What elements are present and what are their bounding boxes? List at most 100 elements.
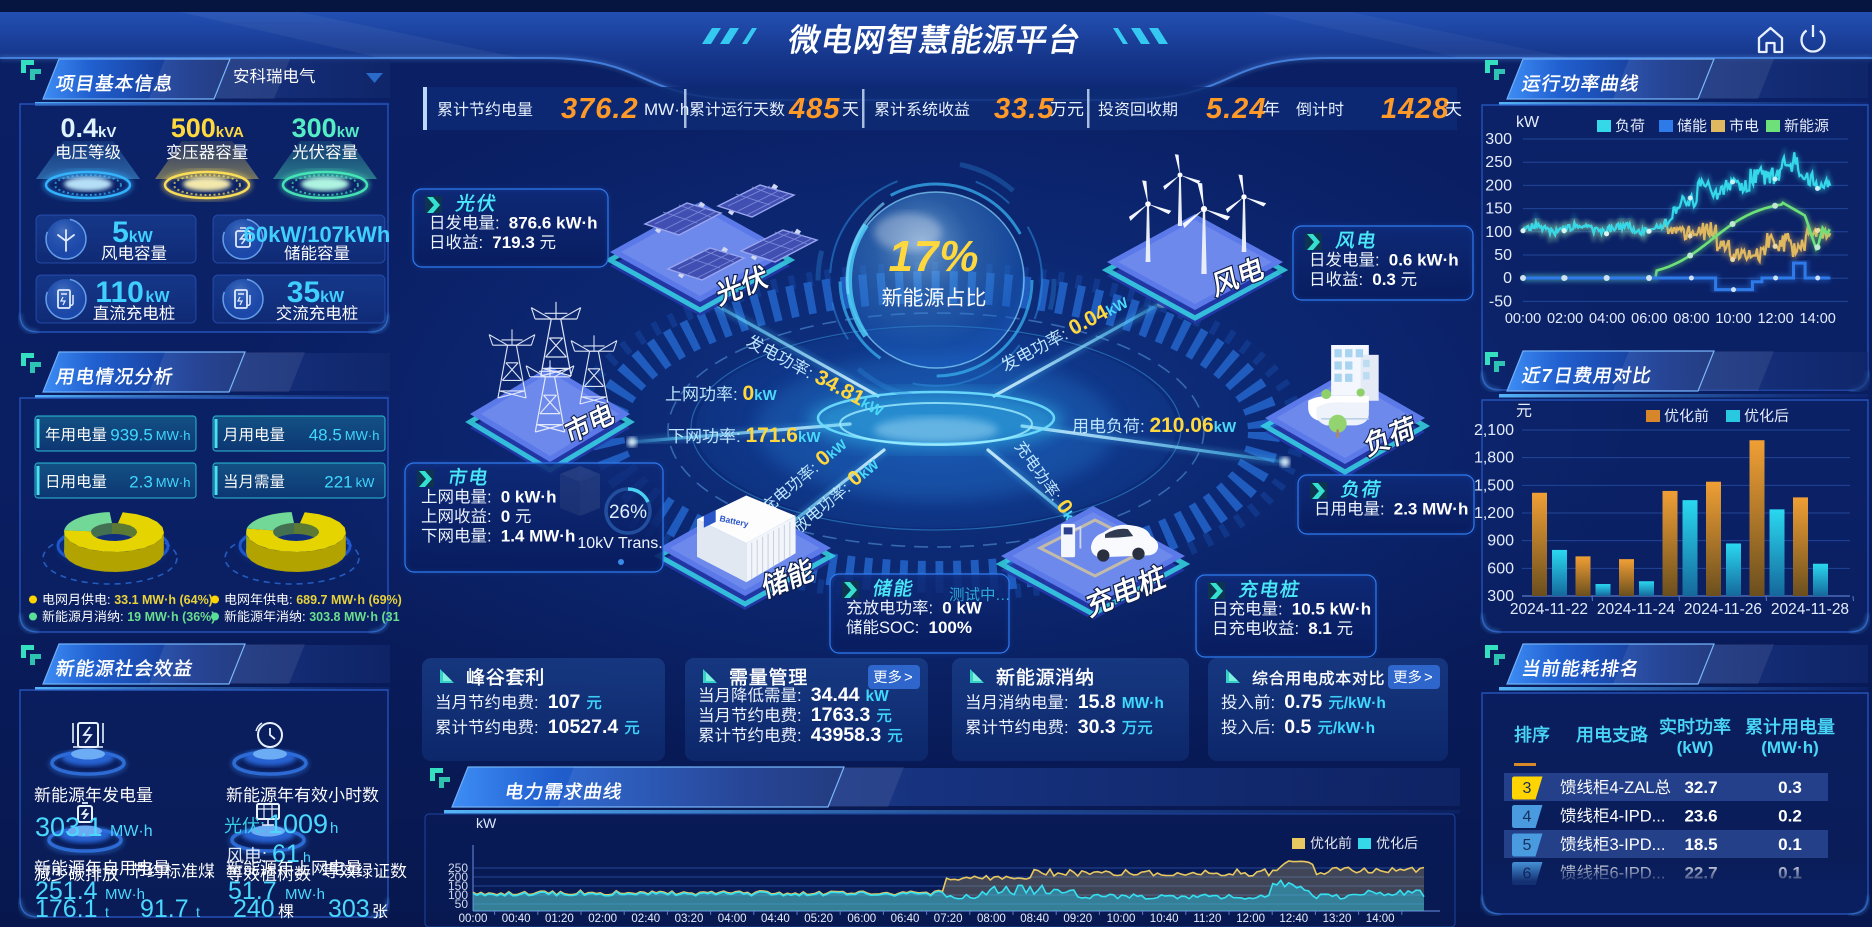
svg-text:13:20: 13:20	[1323, 913, 1352, 925]
svg-text:t: t	[105, 904, 109, 920]
svg-text:MW·h: MW·h	[285, 886, 325, 903]
svg-text:0.1: 0.1	[1778, 835, 1802, 854]
svg-text:0 kW: 0 kW	[942, 599, 983, 618]
svg-text:876.6 kW·h: 876.6 kW·h	[509, 214, 598, 233]
svg-text:485: 485	[788, 93, 840, 125]
svg-text::: :	[1064, 719, 1069, 737]
svg-text:08:00: 08:00	[977, 913, 1006, 925]
svg-text:0.4: 0.4	[60, 113, 98, 143]
svg-text:00:00: 00:00	[459, 913, 488, 925]
svg-text:kW: kW	[1516, 114, 1540, 131]
svg-text:100%: 100%	[929, 618, 972, 637]
svg-text:200: 200	[448, 870, 468, 884]
svg-text::: :	[260, 816, 265, 836]
svg-text:07:20: 07:20	[934, 913, 963, 925]
svg-text:719.3: 719.3	[492, 233, 535, 252]
svg-text:900: 900	[1487, 533, 1514, 550]
svg-text:kW: kW	[798, 429, 821, 446]
svg-text::: :	[733, 385, 738, 404]
svg-text:MW·h: MW·h	[1122, 695, 1164, 712]
svg-text::: :	[1064, 694, 1069, 712]
svg-text:303: 303	[328, 895, 370, 923]
svg-text::: :	[302, 609, 306, 624]
svg-text:14:00: 14:00	[1800, 311, 1836, 327]
svg-text:32.7: 32.7	[1684, 778, 1717, 797]
svg-text::: :	[479, 234, 484, 252]
svg-text:1763.3: 1763.3	[811, 704, 871, 726]
svg-text:2.3 MW·h: 2.3 MW·h	[1394, 500, 1469, 519]
svg-text:18.5: 18.5	[1684, 835, 1717, 854]
svg-text:06:40: 06:40	[891, 913, 920, 925]
svg-text:300: 300	[1485, 131, 1512, 148]
svg-text:(MW·h): (MW·h)	[1761, 738, 1819, 757]
svg-text::: :	[120, 609, 124, 624]
svg-text:1428: 1428	[1381, 93, 1450, 125]
svg-text:12:00: 12:00	[1757, 311, 1793, 327]
svg-text:33.5: 33.5	[994, 93, 1054, 125]
svg-text:150: 150	[1485, 201, 1512, 218]
svg-text::: :	[1271, 694, 1276, 712]
svg-text:176.1: 176.1	[35, 895, 98, 923]
svg-text:4-IPD...: 4-IPD...	[1610, 808, 1666, 826]
svg-text:171.6: 171.6	[745, 424, 798, 447]
svg-text:91.7: 91.7	[140, 895, 189, 923]
svg-text:05:20: 05:20	[804, 913, 833, 925]
svg-text:300: 300	[292, 113, 337, 143]
svg-text:…: …	[995, 587, 1011, 604]
svg-text:376.2: 376.2	[561, 93, 639, 125]
svg-text::: :	[1278, 601, 1283, 619]
svg-text:251.4: 251.4	[35, 877, 98, 905]
svg-text:3: 3	[1523, 780, 1532, 797]
svg-text:10:00: 10:00	[1715, 311, 1751, 327]
svg-text:110: 110	[95, 276, 143, 309]
svg-text:48.5: 48.5	[309, 426, 342, 445]
svg-text:MW·h: MW·h	[110, 823, 153, 840]
svg-text:08:40: 08:40	[1020, 913, 1049, 925]
svg-text:kW: kW	[129, 229, 154, 246]
svg-text:33.1 MW·h (64%): 33.1 MW·h (64%)	[114, 593, 213, 607]
svg-text:2.3: 2.3	[129, 473, 153, 492]
svg-text:2024-11-24: 2024-11-24	[1597, 601, 1676, 618]
svg-text:19 MW·h (36%): 19 MW·h (36%)	[127, 610, 215, 624]
svg-text:210.06: 210.06	[1149, 414, 1213, 437]
svg-text:12:40: 12:40	[1279, 913, 1308, 925]
svg-text:10.5 kW·h: 10.5 kW·h	[1292, 600, 1371, 619]
svg-text:303.8 MW·h (31: 303.8 MW·h (31	[309, 610, 399, 624]
svg-text:MW·h: MW·h	[644, 100, 689, 119]
svg-text::: :	[1295, 620, 1300, 638]
svg-text:11:20: 11:20	[1193, 913, 1221, 925]
svg-text:1,800: 1,800	[1474, 450, 1514, 467]
svg-text:0.5: 0.5	[1284, 716, 1311, 738]
svg-text:kW: kW	[337, 124, 360, 141]
svg-text:00:40: 00:40	[502, 913, 531, 925]
svg-text:240: 240	[233, 895, 275, 923]
svg-text:MW·h: MW·h	[156, 428, 191, 443]
svg-text:60kW/107kWh: 60kW/107kWh	[244, 222, 391, 247]
svg-text::: :	[915, 619, 920, 637]
svg-text:kW: kW	[866, 688, 890, 705]
svg-text:0: 0	[501, 507, 510, 526]
svg-text:MW·h: MW·h	[156, 475, 191, 490]
svg-text:4-ZAL: 4-ZAL	[1610, 779, 1655, 797]
svg-text:250: 250	[448, 861, 468, 875]
svg-text:0.3: 0.3	[1778, 778, 1802, 797]
svg-text:4: 4	[1523, 809, 1532, 826]
svg-text:2024-11-26: 2024-11-26	[1684, 601, 1762, 618]
svg-text:0.3: 0.3	[1372, 270, 1396, 289]
svg-text::: :	[1380, 501, 1385, 519]
svg-text::: :	[487, 528, 492, 546]
svg-text:/kW·h: /kW·h	[1333, 720, 1375, 737]
svg-text::: :	[736, 427, 741, 446]
svg-text:02:40: 02:40	[631, 913, 660, 925]
svg-text:(kW): (kW)	[1677, 738, 1714, 757]
svg-text:150: 150	[448, 879, 468, 893]
svg-text:30.3: 30.3	[1078, 716, 1116, 738]
svg-text:0.75: 0.75	[1284, 691, 1322, 713]
svg-text:>: >	[904, 669, 913, 686]
svg-text:2024-11-28: 2024-11-28	[1771, 601, 1849, 618]
svg-text:0: 0	[1503, 270, 1512, 287]
svg-text:04:00: 04:00	[718, 913, 747, 925]
svg-text:08:00: 08:00	[1673, 311, 1709, 327]
svg-text::: :	[797, 707, 802, 725]
svg-text:kW: kW	[1214, 419, 1237, 436]
